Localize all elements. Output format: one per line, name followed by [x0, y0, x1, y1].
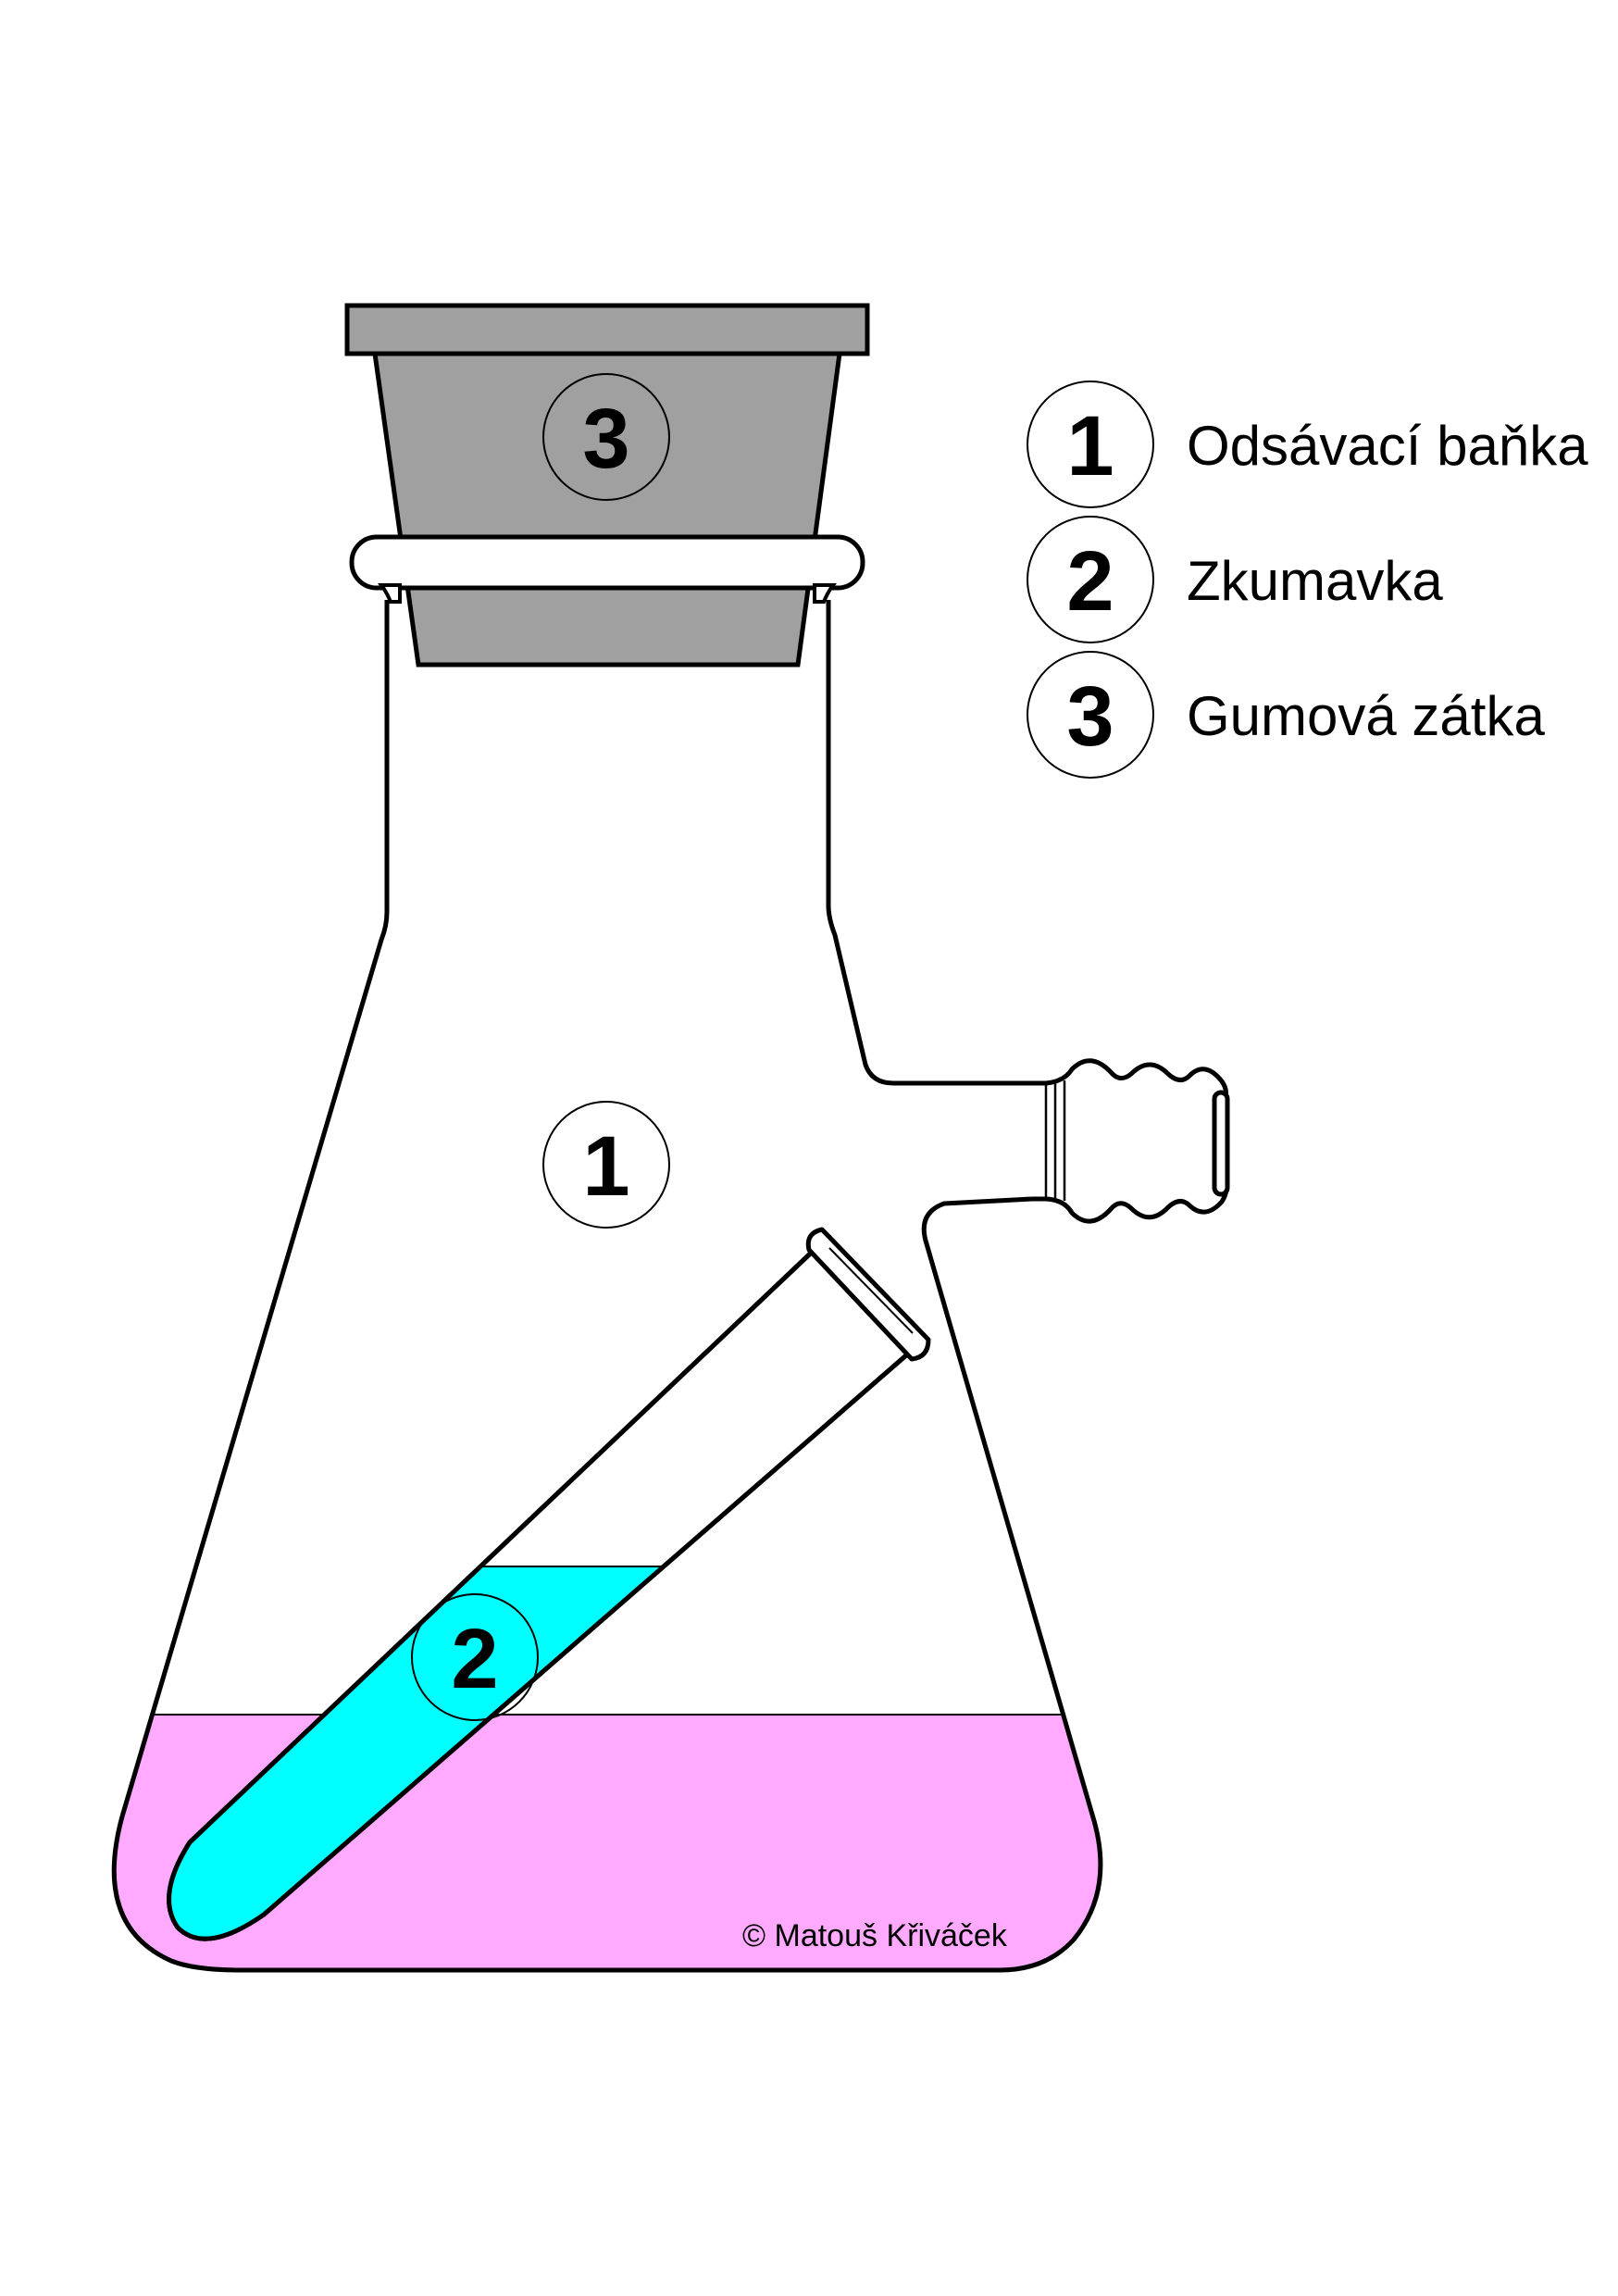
- legend-number: 3: [1066, 669, 1114, 764]
- legend-number: 1: [1066, 399, 1114, 493]
- legend-circle: [1027, 651, 1154, 779]
- marker-tube: 2: [411, 1593, 539, 1721]
- legend-label: Gumová zátka: [1187, 685, 1545, 747]
- marker-stopper: 3: [542, 373, 670, 501]
- flask-outline: [111, 600, 1103, 1973]
- legend-item-tube: 2 Zkumavka: [1027, 516, 1443, 643]
- legend-circle: [1027, 381, 1154, 508]
- flask-body: [114, 600, 1101, 1970]
- copyright-text: © Matouš Křiváček: [742, 1918, 1008, 1953]
- side-arm-hose-connector: [1032, 1058, 1230, 1224]
- marker-number: 3: [582, 392, 629, 486]
- stopper-cap: [344, 303, 870, 356]
- flask-rim-neck-join: [813, 583, 837, 604]
- marker-number: 2: [451, 1612, 498, 1706]
- flask-rim-neck-join: [378, 583, 402, 604]
- legend: 1 Odsávací baňka 2 Zkumavka 3 Gumová zát…: [1027, 381, 1588, 779]
- legend-item-stopper: 3 Gumová zátka: [1027, 651, 1545, 779]
- legend-item-flask: 1 Odsávací baňka: [1027, 381, 1588, 508]
- side-arm-outline: [1032, 1058, 1228, 1224]
- marker-circle: [542, 1101, 670, 1229]
- marker-circle: [542, 373, 670, 501]
- marker-flask: 1: [542, 1101, 670, 1229]
- legend-label: Odsávací baňka: [1187, 415, 1588, 477]
- test-tube-body-outline: [167, 1241, 923, 1941]
- marker-circle: [411, 1593, 539, 1721]
- legend-circle: [1027, 516, 1154, 643]
- marker-number: 1: [582, 1119, 629, 1214]
- flask-neck-rim: [349, 534, 865, 604]
- test-tube-lip-line: [828, 1247, 914, 1334]
- legend-label: Zkumavka: [1187, 550, 1443, 612]
- flask-rim: [349, 534, 865, 591]
- side-arm-end-cap: [1212, 1090, 1230, 1197]
- test-tube-lip: [805, 1227, 931, 1362]
- legend-number: 2: [1066, 534, 1114, 629]
